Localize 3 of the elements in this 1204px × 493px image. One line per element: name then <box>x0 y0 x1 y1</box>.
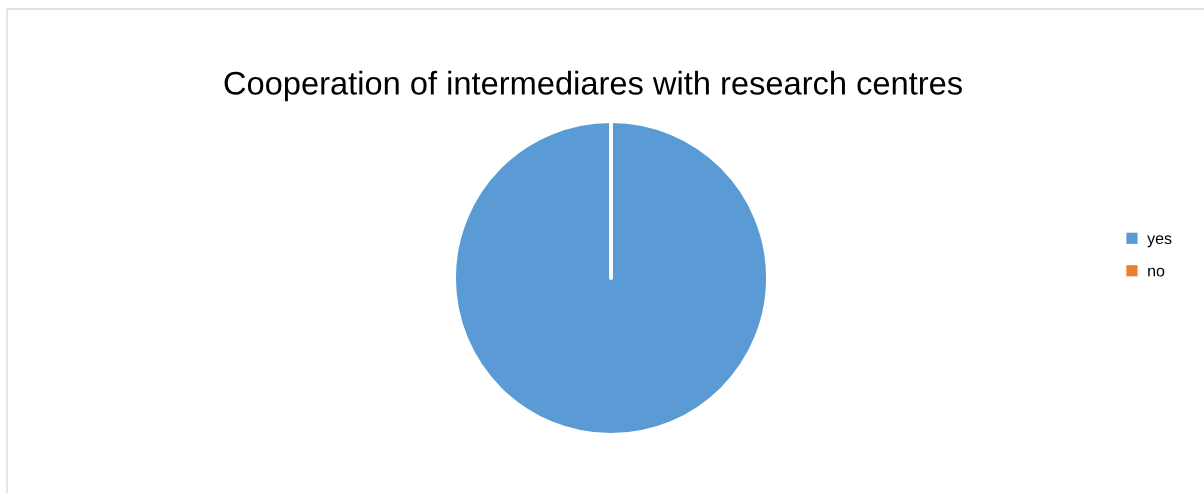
legend-label: yes <box>1147 235 1172 248</box>
legend-label: no <box>1148 267 1165 277</box>
chart-title: Cooperation of intermediares with research centres <box>224 70 962 102</box>
